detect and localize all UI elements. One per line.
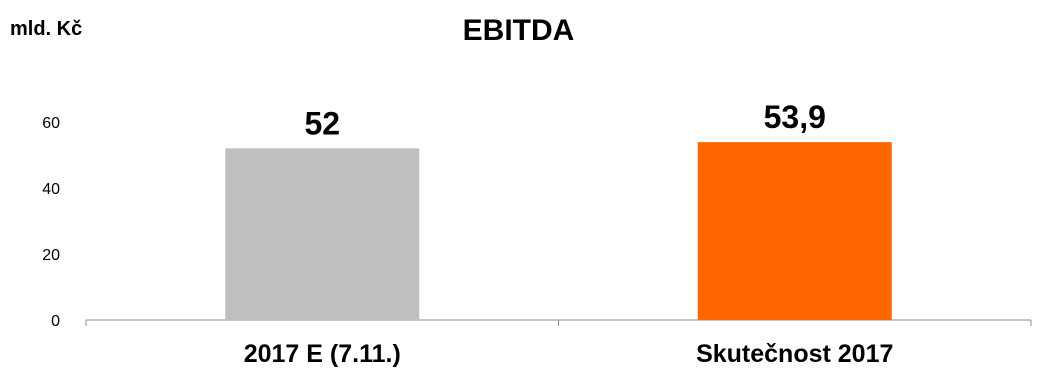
data-label: 53,9 [764, 99, 826, 135]
category-label: Skutečnost 2017 [696, 340, 893, 368]
unit-label: mld. Kč [10, 18, 83, 40]
bar [225, 148, 420, 320]
category-label: 2017 E (7.11.) [244, 340, 401, 368]
data-label: 52 [304, 105, 340, 141]
y-tick-label: 40 [42, 181, 60, 198]
y-tick-label: 60 [42, 115, 60, 132]
y-tick-label: 20 [42, 247, 60, 264]
chart-title: EBITDA [462, 14, 575, 47]
y-tick-label: 0 [51, 313, 60, 330]
bar [697, 142, 892, 320]
